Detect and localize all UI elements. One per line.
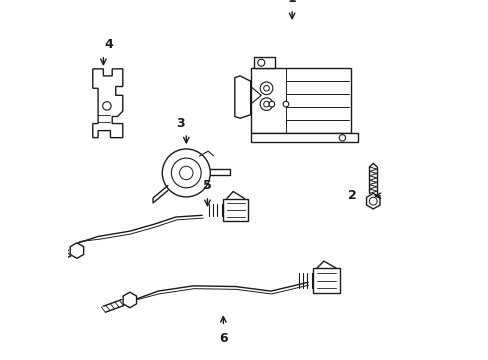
Circle shape — [368, 197, 376, 205]
Text: 4: 4 — [104, 38, 113, 51]
Circle shape — [102, 102, 111, 110]
Polygon shape — [254, 57, 275, 68]
Circle shape — [179, 166, 193, 180]
Text: 1: 1 — [287, 0, 296, 5]
Circle shape — [263, 85, 269, 91]
Polygon shape — [223, 198, 247, 221]
Polygon shape — [250, 68, 350, 133]
Polygon shape — [93, 69, 122, 138]
Text: 3: 3 — [176, 117, 185, 130]
Text: 2: 2 — [347, 189, 356, 202]
Circle shape — [339, 135, 345, 141]
Circle shape — [268, 101, 274, 107]
Circle shape — [171, 158, 201, 188]
Circle shape — [162, 149, 210, 197]
Circle shape — [283, 101, 288, 107]
Circle shape — [260, 98, 272, 111]
Polygon shape — [366, 193, 379, 209]
Circle shape — [260, 82, 272, 95]
Polygon shape — [250, 133, 358, 142]
Polygon shape — [313, 268, 339, 293]
Text: 5: 5 — [203, 179, 211, 192]
Polygon shape — [70, 243, 83, 258]
Polygon shape — [123, 292, 136, 308]
Text: 6: 6 — [219, 332, 227, 345]
Circle shape — [263, 101, 269, 107]
Circle shape — [257, 59, 264, 66]
